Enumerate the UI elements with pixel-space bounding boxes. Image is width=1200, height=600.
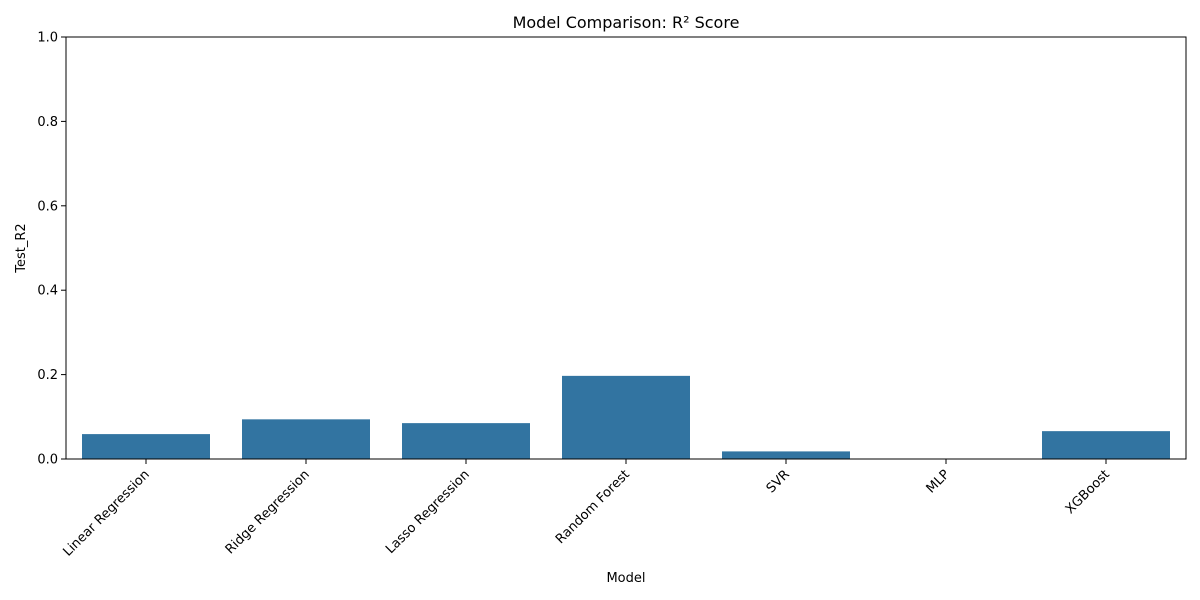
bar-xgboost — [1042, 431, 1170, 459]
y-tick-label: 1.0 — [37, 31, 58, 46]
x-tick-label: Lasso Regression — [383, 467, 473, 557]
y-axis-label: Test_R2 — [14, 223, 29, 273]
x-axis-label: Model — [606, 571, 645, 586]
plot-frame — [65, 36, 1187, 460]
y-tick-label: 0.6 — [37, 199, 58, 214]
y-tick-label: 0.0 — [37, 453, 58, 468]
bar-lasso-regression — [402, 423, 530, 459]
bar-ridge-regression — [242, 419, 370, 459]
x-tick-label: MLP — [924, 467, 953, 496]
bar-svr — [722, 451, 850, 459]
y-tick-label: 0.2 — [37, 368, 58, 383]
bar-random-forest — [562, 375, 690, 459]
y-tick-label: 0.4 — [37, 284, 58, 299]
x-tick-label: Linear Regression — [60, 467, 152, 559]
bars-group — [82, 375, 1170, 459]
y-tick-label: 0.8 — [37, 115, 58, 130]
chart-title: Model Comparison: R² Score — [513, 13, 740, 32]
x-tick-label: XGBoost — [1063, 467, 1113, 517]
y-axis: 0.0 0.2 0.4 0.6 0.8 1.0 — [37, 31, 66, 468]
bar-linear-regression — [82, 434, 210, 459]
x-tick-label: SVR — [764, 467, 793, 496]
x-tick-label: Random Forest — [553, 467, 633, 547]
x-tick-label: Ridge Regression — [223, 467, 313, 557]
x-axis: Linear Regression Ridge Regression Lasso R… — [60, 459, 1113, 560]
